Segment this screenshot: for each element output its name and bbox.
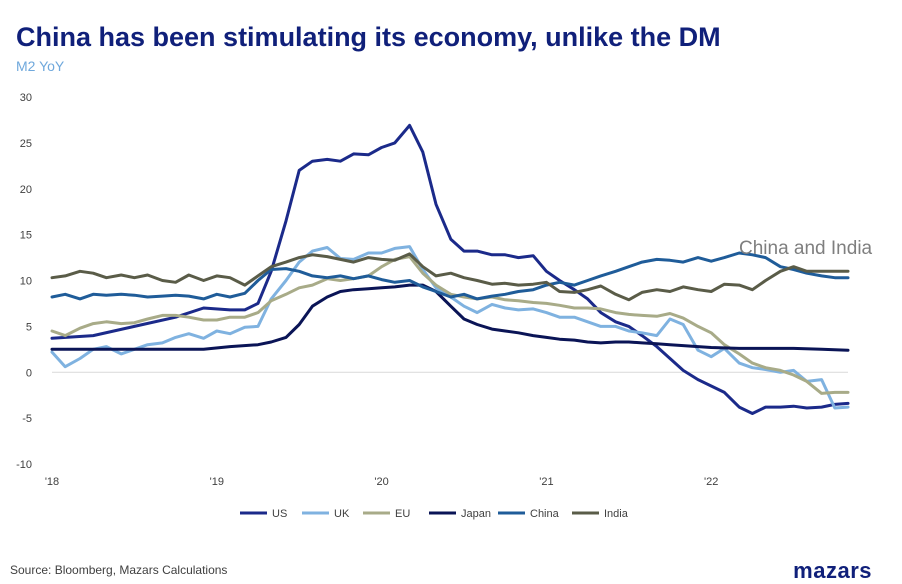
axis-layer: 30 25 20 15 10 5 0 -5 -10 '18 '19 '20 '21 '22 [16,92,848,488]
legend-label-india: India [604,508,629,520]
chart-legend: US UK EU Japan China India [240,508,629,520]
x-tick-label: '22 [704,476,718,488]
mazars-logo: mazars [793,558,872,583]
y-tick-label: -5 [22,413,32,425]
series-line-eu [50,255,850,395]
series-line-japan [50,283,850,352]
legend-label-us: US [272,508,287,520]
x-tick-label: '19 [210,476,224,488]
series-line-uk [50,245,850,410]
legend-label-china: China [530,508,560,520]
y-tick-label: 0 [26,367,32,379]
series-line-us [50,123,850,415]
y-tick-label: 20 [20,184,32,196]
legend-label-eu: EU [395,508,410,520]
y-tick-label: 30 [20,92,32,104]
chart-title: China has been stimulating its economy, … [16,22,721,52]
series-layer [50,123,850,415]
y-tick-label: 15 [20,230,32,242]
x-tick-label: '18 [45,476,59,488]
legend-label-japan: Japan [461,508,491,520]
source-note: Source: Bloomberg, Mazars Calculations [10,563,228,577]
x-tick-label: '20 [374,476,388,488]
y-tick-label: -10 [16,459,32,471]
x-tick-label: '21 [539,476,553,488]
y-tick-label: 10 [20,276,32,288]
china-india-annotation: China and India [739,238,873,259]
legend-label-uk: UK [334,508,350,520]
series-line-india [50,252,850,302]
y-tick-label: 25 [20,138,32,150]
chart-subtitle: M2 YoY [16,58,65,74]
series-line-china [50,251,850,301]
y-tick-label: 5 [26,321,32,333]
